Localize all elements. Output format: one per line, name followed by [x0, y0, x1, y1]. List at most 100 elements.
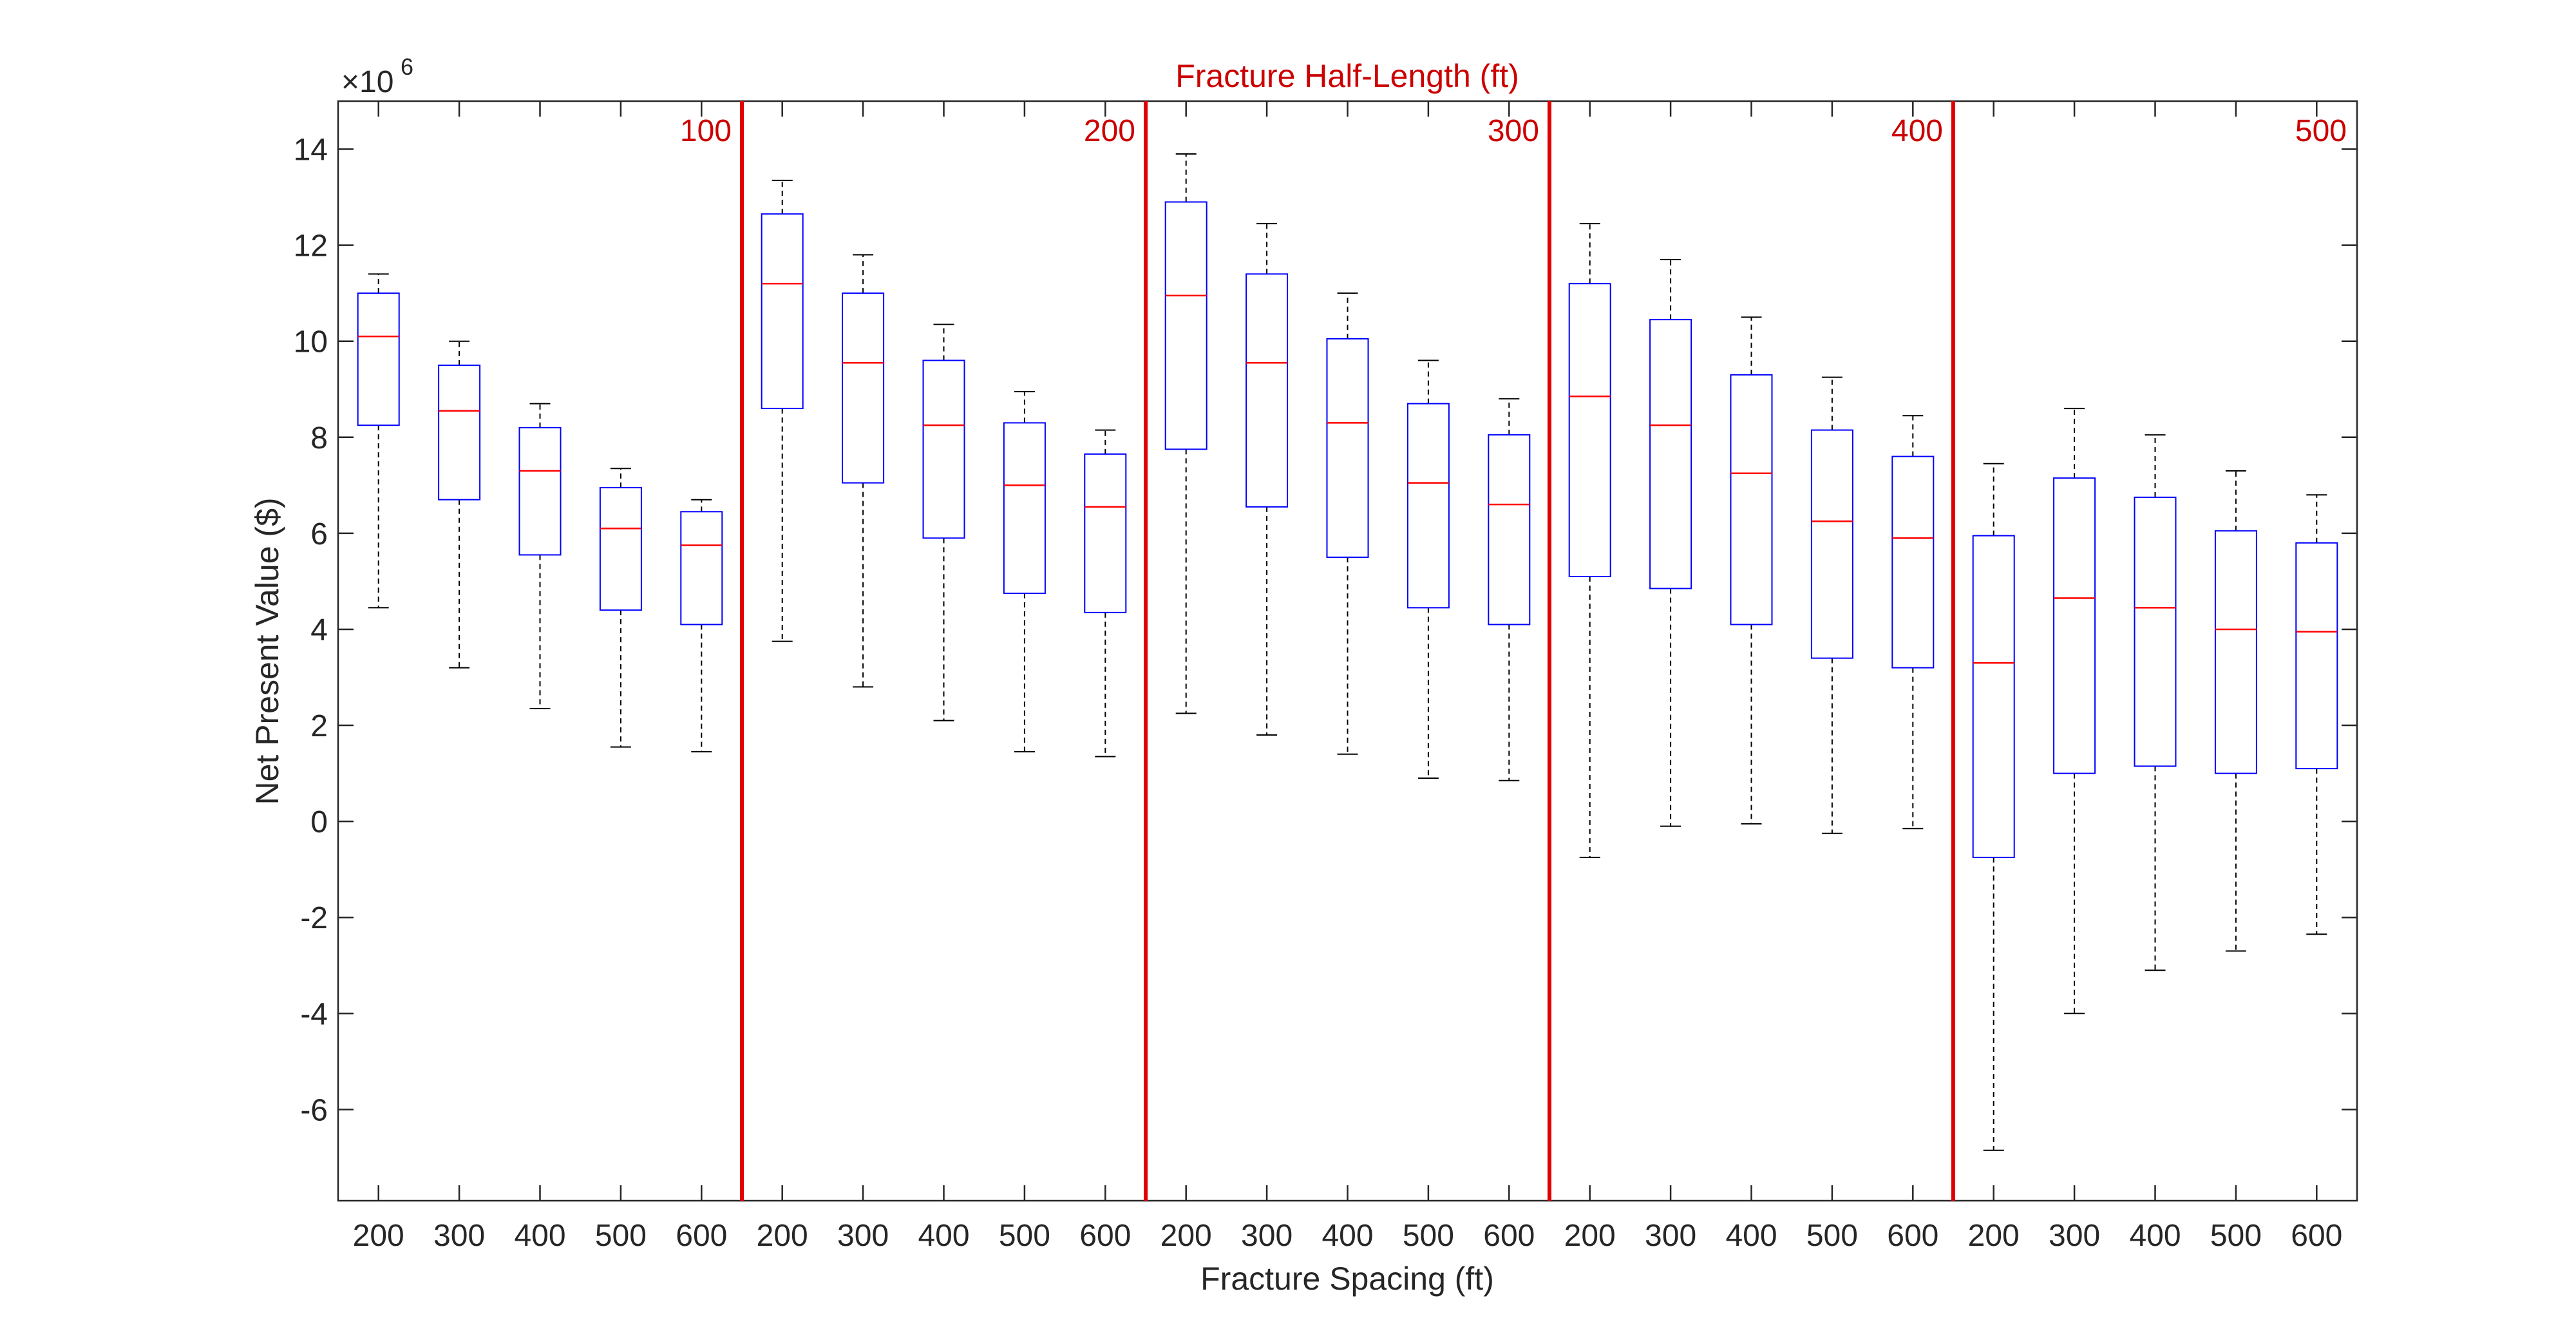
- box-item: [2295, 494, 2338, 935]
- box-item: [2134, 434, 2177, 971]
- y-tick-label: -6: [300, 1093, 328, 1127]
- x-tick-label: 600: [2291, 1219, 2342, 1253]
- y-exponent-power: 6: [401, 53, 413, 80]
- x-tick-label: 400: [918, 1219, 969, 1253]
- y-tick-label: 6: [310, 517, 328, 551]
- axis-ticks: [338, 101, 2357, 1201]
- box-item: [1406, 359, 1450, 779]
- iqr-box: [1891, 455, 1935, 669]
- y-tick-label: 14: [294, 133, 328, 167]
- group-label: 500: [2295, 114, 2347, 148]
- x-tick-label: 500: [2210, 1219, 2262, 1253]
- iqr-box: [2053, 477, 2096, 774]
- box-item: [599, 468, 642, 748]
- iqr-box: [1084, 453, 1127, 613]
- iqr-box: [680, 511, 723, 625]
- x-tick-label: 600: [1079, 1219, 1131, 1253]
- x-tick-label: 200: [1160, 1219, 1212, 1253]
- x-tick-label: 600: [1483, 1219, 1535, 1253]
- iqr-box: [518, 426, 562, 556]
- y-tick-label: 12: [294, 229, 328, 263]
- box-item: [1326, 292, 1369, 755]
- box-item: [357, 273, 400, 609]
- x-axis-label: Fracture Spacing (ft): [1200, 1261, 1494, 1297]
- x-tick-label: 200: [1564, 1219, 1616, 1253]
- box-item: [842, 254, 885, 688]
- iqr-box: [2214, 530, 2257, 774]
- x-tick-label: 400: [514, 1219, 565, 1253]
- box-item: [2053, 408, 2096, 1015]
- box-item: [1084, 429, 1127, 758]
- x-tick-label: 500: [1806, 1219, 1858, 1253]
- iqr-box: [1568, 283, 1611, 577]
- y-tick-label: -4: [300, 997, 328, 1031]
- chart-title: Fracture Half-Length (ft): [1175, 58, 1519, 94]
- y-tick-label: 0: [310, 805, 328, 839]
- y-tick-label: 8: [310, 421, 328, 455]
- iqr-box: [761, 213, 804, 410]
- group-label: 300: [1488, 114, 1539, 148]
- y-tick-label: 2: [310, 709, 328, 743]
- box-item: [1488, 398, 1531, 781]
- y-tick-label: 4: [310, 613, 328, 647]
- iqr-box: [599, 487, 642, 611]
- iqr-box: [922, 359, 965, 539]
- box-item: [438, 340, 481, 669]
- x-tick-label: 400: [2129, 1219, 2181, 1253]
- x-tick-label: 600: [676, 1219, 727, 1253]
- y-exponent: ×10 6: [341, 53, 413, 99]
- iqr-box: [1326, 338, 1369, 558]
- box-item: [518, 403, 562, 709]
- x-tick-label: 200: [353, 1219, 404, 1253]
- group-label: 200: [1084, 114, 1135, 148]
- x-tick-label: 200: [1968, 1219, 2020, 1253]
- group-separators: 100 200 300 400 500: [680, 101, 2347, 1201]
- box-item: [761, 179, 804, 642]
- y-tick-label: -2: [300, 901, 328, 935]
- y-axis-label: Net Present Value ($): [249, 497, 285, 805]
- iqr-box: [1003, 422, 1046, 595]
- box-item: [1649, 258, 1692, 827]
- x-tick-label: 500: [999, 1219, 1050, 1253]
- iqr-box: [1810, 429, 1853, 659]
- iqr-box: [1245, 273, 1289, 508]
- iqr-box: [842, 292, 885, 484]
- box-item: [1568, 223, 1611, 859]
- iqr-box: [438, 364, 481, 501]
- x-tick-label: 300: [1241, 1219, 1293, 1253]
- iqr-box: [1649, 319, 1692, 589]
- box-item: [1164, 153, 1208, 714]
- iqr-box: [1164, 201, 1208, 450]
- x-tick-label: 300: [1645, 1219, 1696, 1253]
- box-item: [1972, 463, 2015, 1151]
- x-tick-label: 500: [595, 1219, 647, 1253]
- x-tick-label: 300: [433, 1219, 485, 1253]
- group-label: 400: [1891, 114, 1943, 148]
- box-item: [1810, 376, 1853, 834]
- iqr-box: [357, 292, 400, 426]
- iqr-box: [1730, 374, 1773, 625]
- box-item: [1730, 316, 1773, 825]
- box-item: [680, 499, 723, 753]
- x-tick-label: 500: [1403, 1219, 1454, 1253]
- iqr-box: [1972, 535, 2015, 859]
- x-tick-label: 400: [1321, 1219, 1373, 1253]
- y-tick-label: 10: [294, 325, 328, 359]
- iqr-box: [2295, 542, 2338, 770]
- tick-labels: -6 -4 -2 0 2 4 6 8 10 12 14 200 300 400 500 600 200 300 40…: [294, 133, 2343, 1253]
- y-exponent-base: ×10: [341, 65, 393, 99]
- boxes-layer: [357, 153, 2338, 1151]
- box-item: [1003, 390, 1046, 753]
- x-tick-label: 300: [837, 1219, 889, 1253]
- x-tick-label: 400: [1725, 1219, 1777, 1253]
- box-item: [2214, 470, 2257, 952]
- box-item: [1245, 223, 1289, 736]
- x-tick-label: 600: [1887, 1219, 1938, 1253]
- box-item: [1891, 415, 1935, 830]
- group-label: 100: [680, 114, 732, 148]
- iqr-box: [1406, 403, 1450, 609]
- x-tick-label: 200: [757, 1219, 808, 1253]
- box-item: [922, 323, 965, 721]
- iqr-box: [1488, 434, 1531, 625]
